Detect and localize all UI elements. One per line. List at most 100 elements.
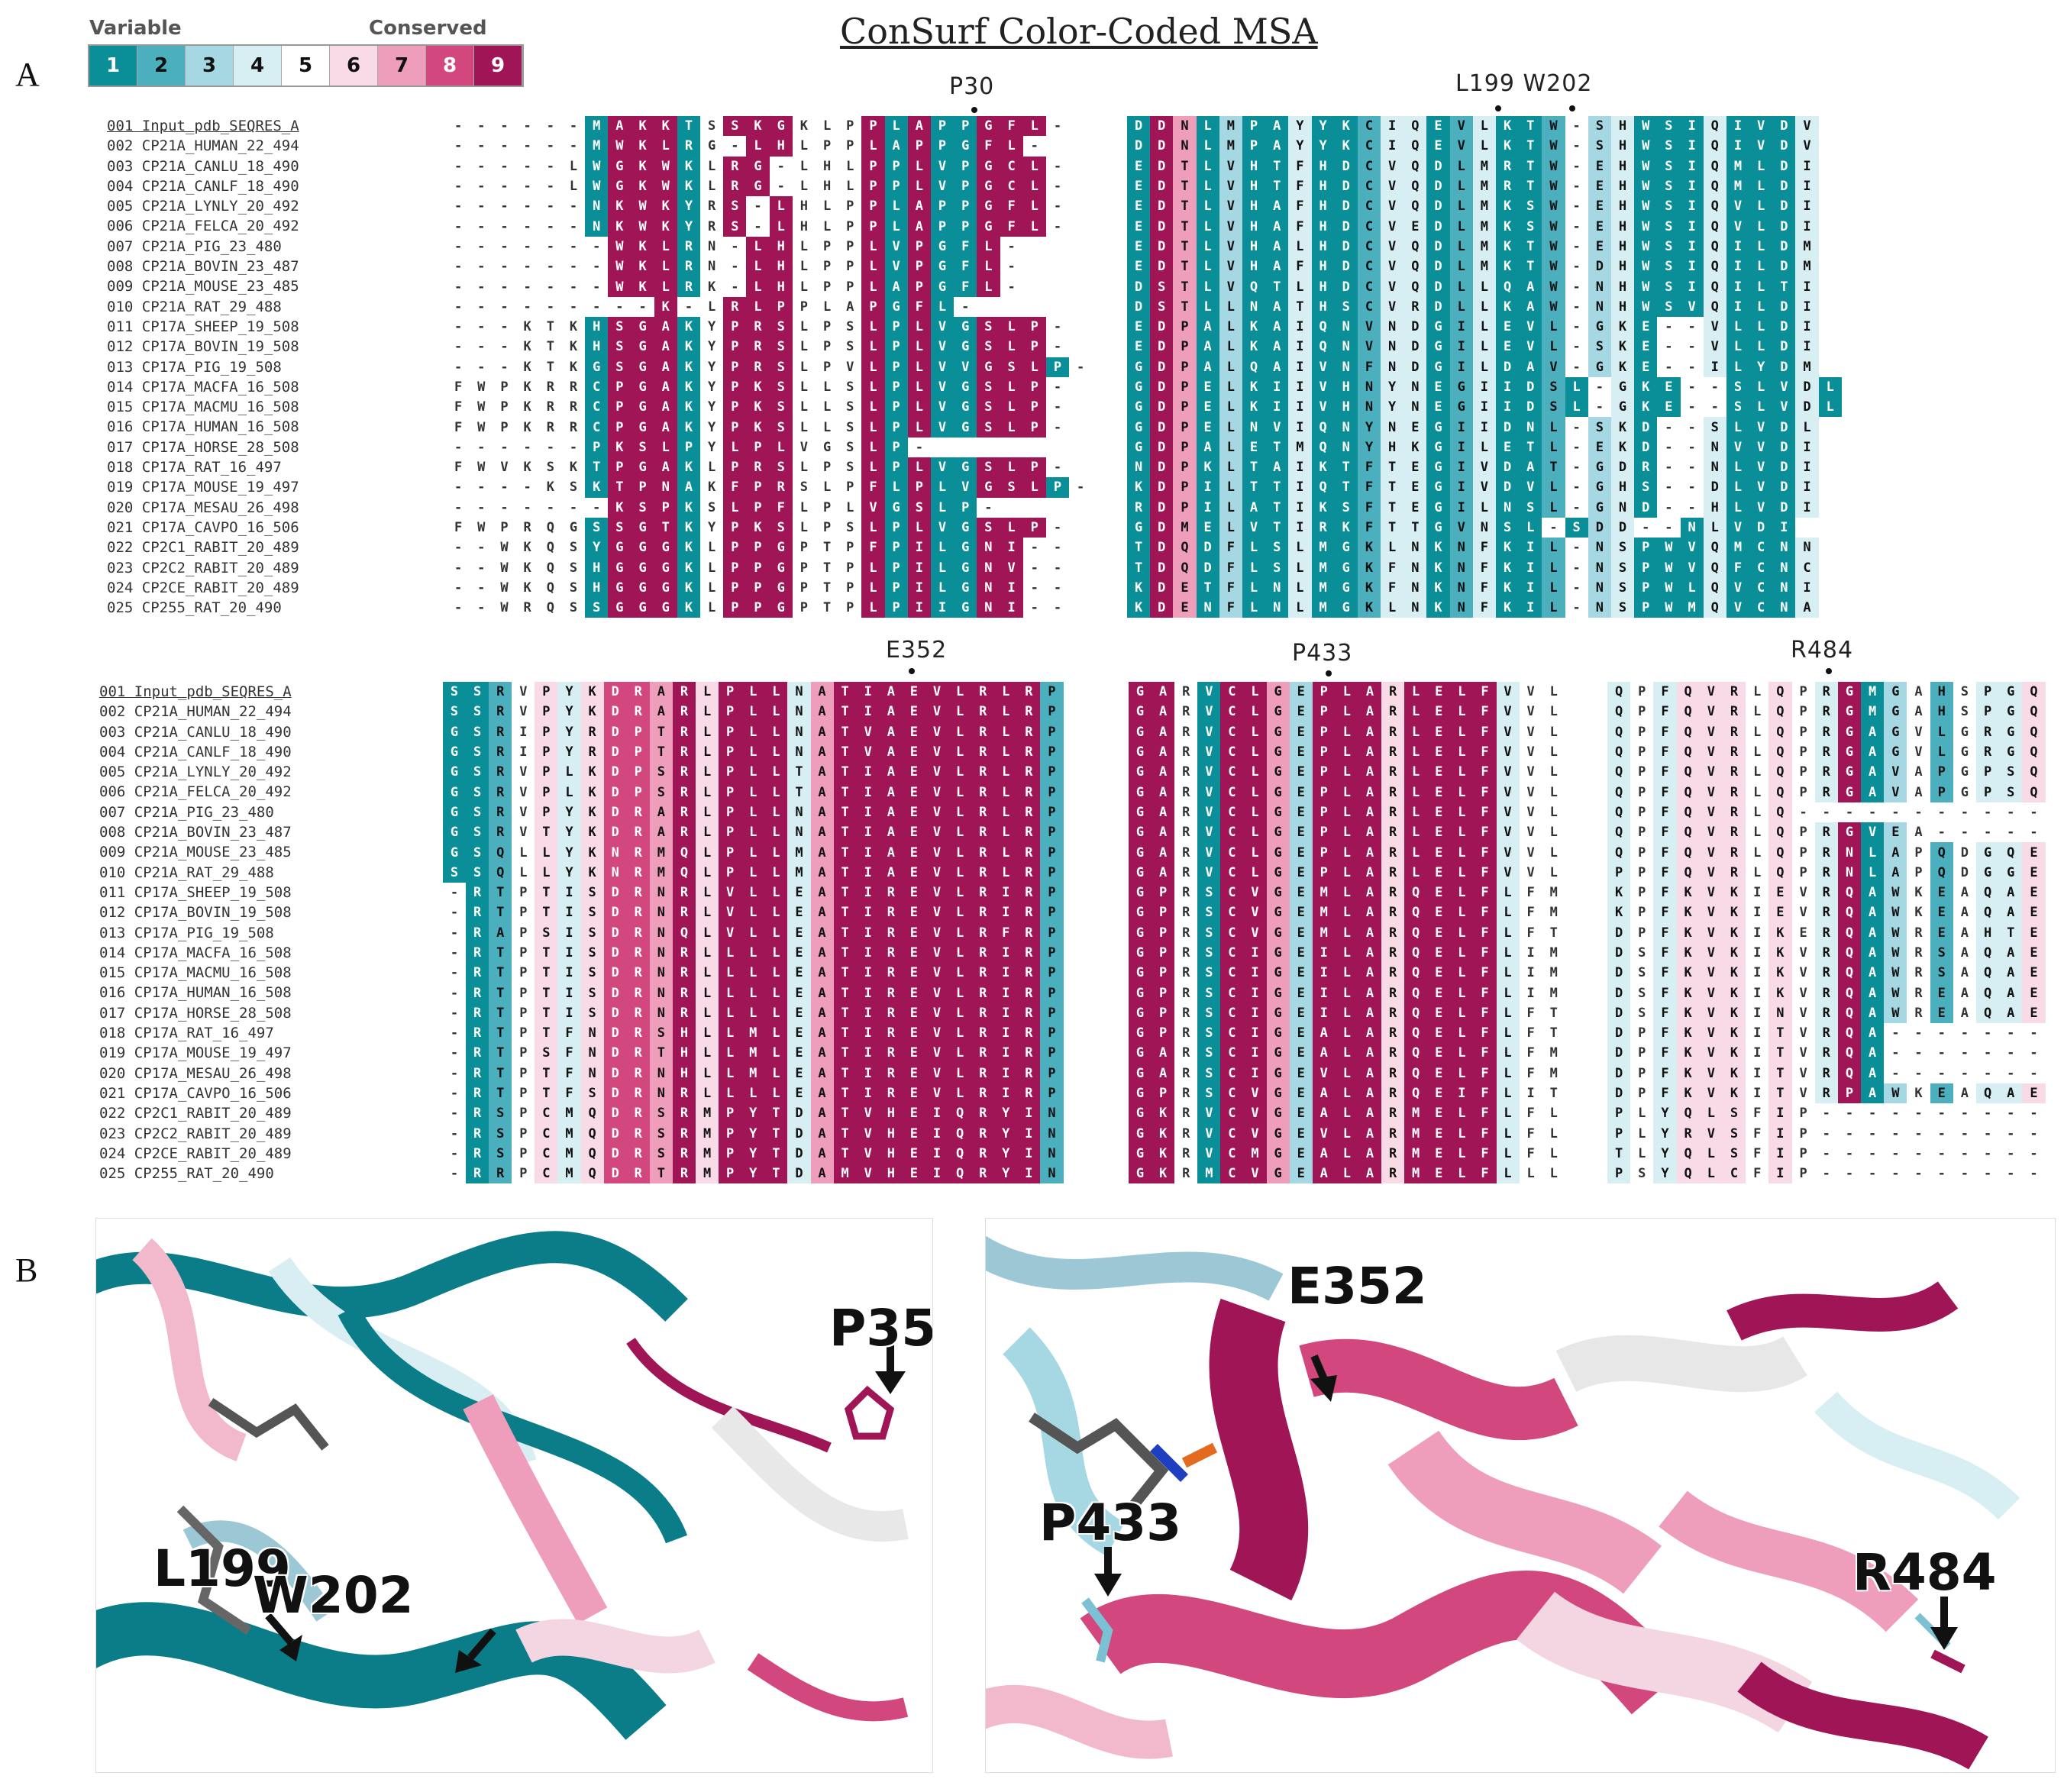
residue: P <box>719 762 742 783</box>
residue: L <box>799 158 809 174</box>
residue: C <box>1357 236 1381 257</box>
residue: R <box>879 1003 903 1024</box>
residue: V <box>856 1103 880 1124</box>
residue: V <box>1381 216 1404 237</box>
residue: P <box>846 138 854 154</box>
residue: I <box>1753 965 1762 981</box>
residue: L <box>861 357 885 377</box>
residue: R <box>1017 842 1041 863</box>
residue: M <box>1312 902 1336 923</box>
sequence-name: 004 CP21A_CANLF_18_490 <box>107 177 299 195</box>
residue: - <box>1845 1125 1854 1141</box>
residue: R <box>723 176 747 197</box>
residue: K <box>1676 882 1700 903</box>
residue: L <box>1542 497 1565 518</box>
residue: G <box>1266 741 1290 763</box>
residue: L <box>654 257 677 277</box>
residue: P <box>930 216 954 237</box>
residue: A <box>1152 842 1175 863</box>
residue: - <box>454 138 463 154</box>
residue: D <box>1150 598 1174 618</box>
residue: - <box>1572 279 1581 295</box>
residue: R <box>1017 1043 1041 1064</box>
residue: L <box>741 963 765 983</box>
residue: P <box>631 477 654 498</box>
residue: N <box>603 842 627 863</box>
residue: A <box>1152 762 1175 783</box>
residue: Q <box>1173 538 1197 558</box>
residue: T <box>1265 437 1289 458</box>
residue: L <box>822 419 832 435</box>
residue: A <box>810 682 834 702</box>
residue: V <box>1219 216 1242 237</box>
residue: L <box>569 158 578 174</box>
residue: H <box>799 218 809 234</box>
residue: C <box>1220 782 1244 802</box>
residue: R <box>1182 864 1190 880</box>
residue: L <box>994 762 1018 783</box>
residue: D <box>1196 557 1219 578</box>
residue: L <box>769 216 793 237</box>
residue: F <box>1473 822 1497 843</box>
residue: - <box>2030 825 2038 841</box>
residue: R <box>1496 176 1520 197</box>
residue: D <box>1150 136 1174 157</box>
residue: N <box>1588 557 1611 578</box>
residue: A <box>1358 782 1382 802</box>
residue: R <box>489 741 512 763</box>
residue: N <box>1242 417 1266 438</box>
residue: I <box>1017 1103 1041 1124</box>
residue: - <box>450 1106 459 1122</box>
residue: - <box>1891 804 1900 820</box>
sequence-name: 012 CP17A_BOVIN_19_508 <box>107 338 299 356</box>
residue: K <box>1334 517 1358 538</box>
residue: A <box>879 762 903 783</box>
residue: A <box>1152 682 1175 702</box>
residue: V <box>1381 236 1404 257</box>
residue: I <box>856 1043 880 1064</box>
residue: Q <box>1703 196 1726 217</box>
residue: V <box>1449 136 1473 157</box>
residue: A <box>1358 1143 1382 1164</box>
residue: V <box>1243 1103 1267 1124</box>
residue: - <box>546 179 554 195</box>
residue: L <box>708 580 716 596</box>
residue: A <box>1960 1005 1969 1021</box>
residue: W <box>608 236 631 257</box>
residue: G <box>631 316 654 337</box>
residue: L <box>1472 337 1496 357</box>
residue: A <box>1358 882 1382 903</box>
residue: D <box>1127 296 1151 317</box>
ribbon-structure-right <box>986 1219 2055 1772</box>
residue: P <box>861 116 885 137</box>
residue: G <box>1129 942 1152 964</box>
residue: L <box>861 557 885 578</box>
residue: D <box>603 682 627 702</box>
residue: R <box>1381 942 1405 964</box>
residue: A <box>1358 1103 1382 1124</box>
sequence-name: 020 CP17A_MESAU_26_498 <box>107 499 299 516</box>
residue: R <box>626 682 650 702</box>
residue: - <box>500 118 509 134</box>
residue: S <box>1960 684 1969 700</box>
sequence-name: 006 CP21A_FELCA_20_492 <box>107 218 299 235</box>
residue: C <box>1220 1003 1244 1024</box>
residue: P <box>608 457 631 478</box>
residue: N <box>1519 417 1542 438</box>
residue: L <box>764 741 788 763</box>
residue: G <box>443 782 467 802</box>
residue: D <box>603 741 627 763</box>
residue: S <box>1638 1166 1646 1182</box>
structure-view-right: E352 P433 R484 <box>985 1218 2056 1773</box>
residue: Q <box>1676 842 1700 863</box>
residue: M <box>1472 156 1496 176</box>
residue: V <box>954 477 977 498</box>
residue: V <box>930 376 954 398</box>
residue: S <box>1197 1043 1221 1064</box>
residue: A <box>810 963 834 983</box>
residue: V <box>1496 842 1520 863</box>
residue: I <box>1288 316 1312 337</box>
residue: D <box>1426 257 1450 277</box>
residue: L <box>1381 538 1404 558</box>
